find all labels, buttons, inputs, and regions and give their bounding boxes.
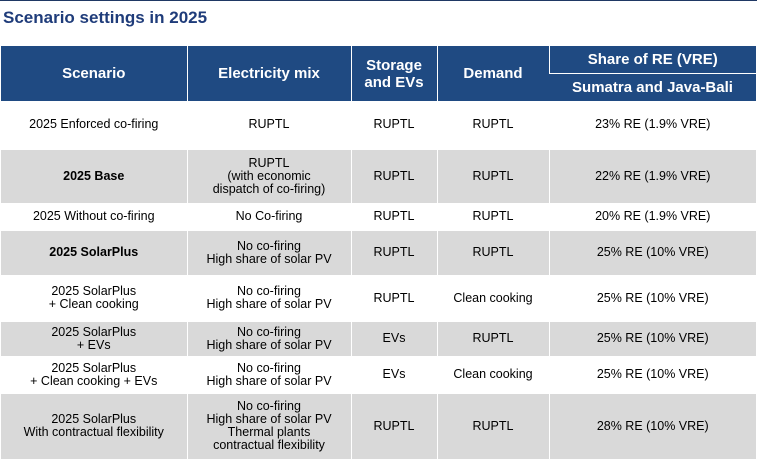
table-row: 2025 Base RUPTL (with economic dispatch … — [1, 149, 756, 204]
cell-electricity-mix: No co-firing High share of solar PV — [186, 356, 351, 394]
cell-storage-evs: EVs — [350, 321, 437, 357]
table-row: 2025 SolarPlus + EVs No co-firing High s… — [1, 321, 756, 357]
cell-electricity-mix: No co-firing High share of solar PV — [186, 230, 351, 276]
header-share-re: Share of RE (VRE) — [548, 46, 756, 74]
cell-demand: RUPTL — [436, 321, 549, 357]
cell-demand: Clean cooking — [436, 275, 549, 322]
cell-share-re: 25% RE (10% VRE) — [548, 321, 756, 357]
cell-scenario: 2025 SolarPlus + Clean cooking — [1, 275, 187, 322]
cell-electricity-mix: No co-firing High share of solar PV — [186, 321, 351, 357]
cell-share-re: 22% RE (1.9% VRE) — [548, 149, 756, 204]
cell-share-re: 23% RE (1.9% VRE) — [548, 101, 756, 150]
cell-storage-evs: RUPTL — [350, 393, 437, 460]
cell-storage-evs: RUPTL — [350, 230, 437, 276]
table-row: 2025 SolarPlus + Clean cooking + EVs No … — [1, 356, 756, 394]
cell-share-re: 25% RE (10% VRE) — [548, 230, 756, 276]
cell-electricity-mix: No Co-firing — [186, 203, 351, 231]
cell-scenario: 2025 SolarPlus + EVs — [1, 321, 187, 357]
cell-storage-evs: RUPTL — [350, 275, 437, 322]
cell-scenario: 2025 SolarPlus With contractual flexibil… — [1, 393, 187, 460]
page-title: Scenario settings in 2025 — [3, 8, 208, 27]
cell-electricity-mix: No co-firing High share of solar PV Ther… — [186, 393, 351, 460]
top-rule — [0, 0, 757, 1]
cell-share-re: 25% RE (10% VRE) — [548, 275, 756, 322]
cell-storage-evs: RUPTL — [350, 203, 437, 231]
cell-share-re: 25% RE (10% VRE) — [548, 356, 756, 394]
scenario-table: Scenario Electricity mix Storage and EVs… — [1, 46, 756, 460]
cell-electricity-mix: No co-firing High share of solar PV — [186, 275, 351, 322]
header-scenario: Scenario — [1, 46, 187, 101]
cell-scenario: 2025 SolarPlus — [1, 230, 187, 276]
cell-demand: RUPTL — [436, 230, 549, 276]
table-row: 2025 SolarPlus No co-firing High share o… — [1, 230, 756, 276]
table-header: Scenario Electricity mix Storage and EVs… — [1, 46, 756, 101]
header-demand: Demand — [436, 46, 549, 101]
cell-scenario: 2025 Without co-firing — [1, 203, 187, 231]
cell-electricity-mix: RUPTL — [186, 101, 351, 150]
cell-scenario: 2025 Base — [1, 149, 187, 204]
cell-demand: RUPTL — [436, 393, 549, 460]
table-row: 2025 SolarPlus With contractual flexibil… — [1, 393, 756, 460]
cell-share-re: 28% RE (10% VRE) — [548, 393, 756, 460]
cell-demand: RUPTL — [436, 149, 549, 204]
header-electricity-mix: Electricity mix — [186, 46, 351, 101]
table-row: 2025 Without co-firing No Co-firing RUPT… — [1, 203, 756, 231]
cell-demand: Clean cooking — [436, 356, 549, 394]
table-row: 2025 SolarPlus + Clean cooking No co-fir… — [1, 275, 756, 322]
cell-scenario: 2025 SolarPlus + Clean cooking + EVs — [1, 356, 187, 394]
cell-storage-evs: RUPTL — [350, 149, 437, 204]
cell-demand: RUPTL — [436, 101, 549, 150]
cell-storage-evs: RUPTL — [350, 101, 437, 150]
cell-scenario: 2025 Enforced co-firing — [1, 101, 187, 150]
header-share-re-region: Sumatra and Java-Bali — [549, 73, 756, 101]
cell-electricity-mix: RUPTL (with economic dispatch of co-firi… — [186, 149, 351, 204]
cell-share-re: 20% RE (1.9% VRE) — [548, 203, 756, 231]
cell-storage-evs: EVs — [350, 356, 437, 394]
cell-demand: RUPTL — [436, 203, 549, 231]
header-storage-evs: Storage and EVs — [350, 46, 437, 101]
table-row: 2025 Enforced co-firing RUPTL RUPTL RUPT… — [1, 101, 756, 150]
